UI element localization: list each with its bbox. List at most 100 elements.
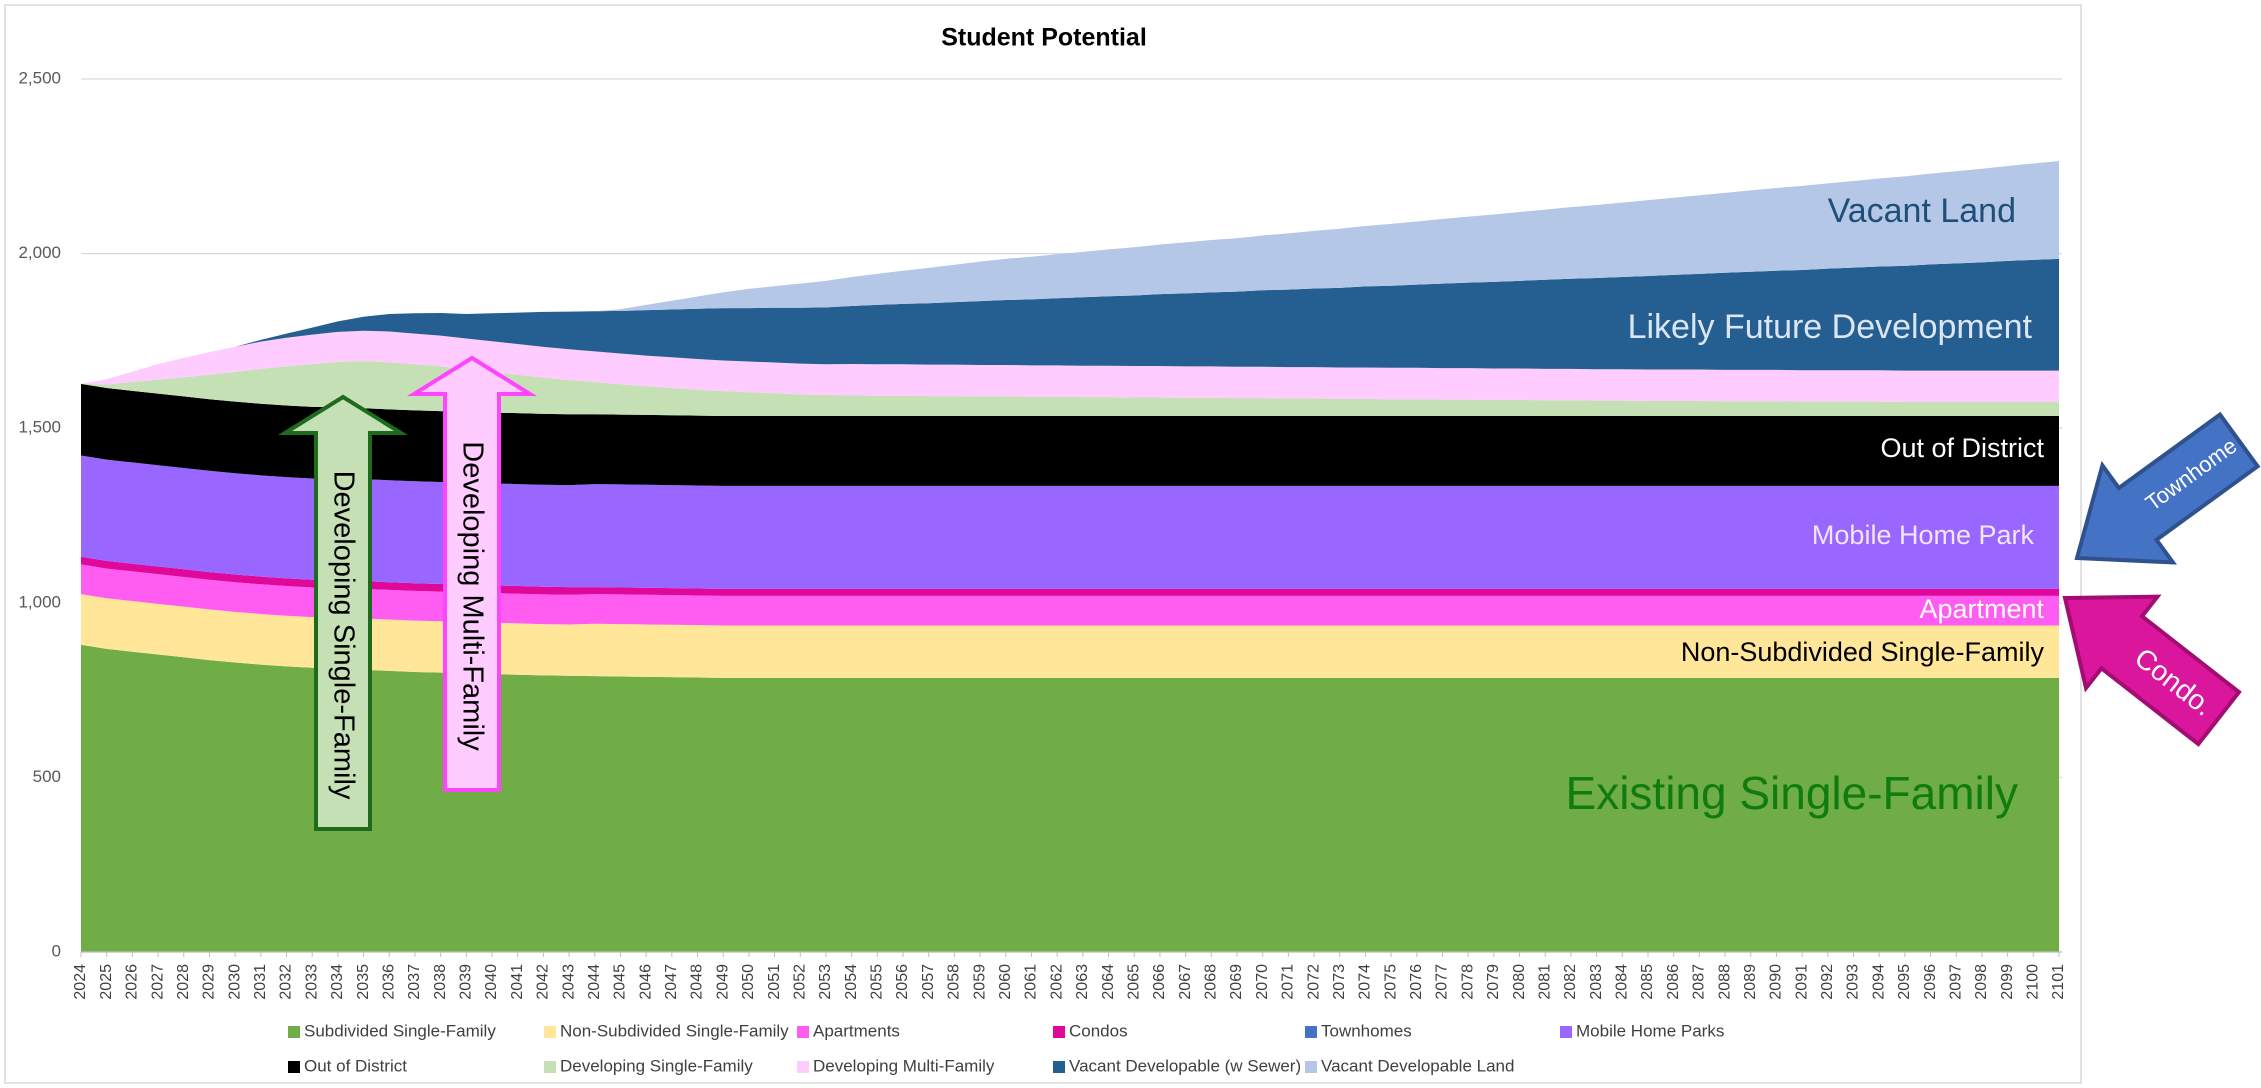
- x-tick-label: 2036: [380, 964, 397, 1000]
- annotation: Existing Single-Family: [1566, 767, 2018, 819]
- area: [81, 455, 2059, 589]
- x-tick-label: 2055: [869, 964, 886, 1000]
- legend-swatch: [1560, 1026, 1572, 1038]
- x-tick-label: 2027: [149, 964, 166, 1000]
- annotation: Likely Future Development: [1628, 308, 2033, 346]
- x-tick-label: 2076: [1408, 964, 1425, 1000]
- legend-swatch: [1305, 1061, 1317, 1073]
- annotation: Vacant Land: [1828, 192, 2016, 230]
- area: [81, 594, 2059, 678]
- legend-label: Condos: [1069, 1021, 1128, 1040]
- legend-label: Developing Multi-Family: [813, 1056, 995, 1075]
- x-tick-label: 2051: [766, 964, 783, 1000]
- x-tick-label: 2052: [791, 964, 808, 1000]
- area: [81, 564, 2059, 626]
- x-tick-label: 2067: [1177, 964, 1194, 1000]
- y-tick-label: 2,500: [18, 68, 61, 87]
- x-tick-label: 2078: [1459, 964, 1476, 1000]
- y-tick-label: 1,500: [18, 418, 61, 437]
- x-tick-label: 2064: [1100, 964, 1117, 1000]
- x-tick-label: 2044: [586, 964, 603, 1000]
- x-tick-label: 2025: [98, 964, 115, 1000]
- x-tick-label: 2061: [1023, 964, 1040, 1000]
- x-tick-label: 2087: [1691, 964, 1708, 1000]
- arrow-shape: [2062, 594, 2242, 747]
- arrow: Developing Single-Family: [277, 394, 409, 831]
- x-tick-label: 2039: [458, 964, 475, 1000]
- x-tick-label: 2062: [1048, 964, 1065, 1000]
- legend-swatch: [1053, 1061, 1065, 1073]
- x-tick-label: 2034: [329, 964, 346, 1000]
- x-tick-label: 2073: [1331, 964, 1348, 1000]
- legend-swatch: [797, 1061, 809, 1073]
- x-tick-label: 2085: [1639, 964, 1656, 1000]
- area: [81, 383, 2059, 486]
- legend-label: Mobile Home Parks: [1576, 1021, 1724, 1040]
- x-tick-label: 2094: [1870, 964, 1887, 1000]
- x-tick-label: 2092: [1819, 964, 1836, 1000]
- area: [81, 161, 2059, 384]
- legend-label: Out of District: [304, 1056, 407, 1075]
- x-tick-label: 2091: [1793, 964, 1810, 1000]
- x-tick-label: 2035: [355, 964, 372, 1000]
- area: [81, 330, 2059, 403]
- legend-label: Townhomes: [1321, 1021, 1412, 1040]
- x-tick-label: 2053: [817, 964, 834, 1000]
- x-tick-label: 2086: [1665, 964, 1682, 1000]
- arrow-label: Developing Multi-Family: [456, 441, 488, 751]
- area: [81, 644, 2059, 952]
- legend-swatch: [1305, 1026, 1317, 1038]
- arrow-shape: [2074, 411, 2261, 565]
- y-tick-label: 500: [33, 767, 61, 786]
- x-tick-label: 2101: [2050, 964, 2067, 1000]
- chart-title: Student Potential: [941, 24, 1147, 52]
- x-tick-label: 2100: [2025, 964, 2042, 1000]
- area: [81, 258, 2059, 384]
- x-tick-label: 2057: [920, 964, 937, 1000]
- arrow-label: Developing Single-Family: [327, 471, 359, 800]
- x-tick-label: 2082: [1562, 964, 1579, 1000]
- x-tick-label: 2046: [637, 964, 654, 1000]
- legend-label: Subdivided Single-Family: [304, 1021, 496, 1040]
- x-tick-label: 2069: [1228, 964, 1245, 1000]
- x-tick-label: 2080: [1511, 964, 1528, 1000]
- x-tick-label: 2068: [1203, 964, 1220, 1000]
- x-tick-label: 2029: [201, 964, 218, 1000]
- x-tick-label: 2045: [612, 964, 629, 1000]
- x-tick-label: 2040: [483, 964, 500, 1000]
- x-tick-label: 2059: [971, 964, 988, 1000]
- x-tick-label: 2056: [894, 964, 911, 1000]
- x-tick-label: 2098: [1973, 964, 1990, 1000]
- x-tick-label: 2088: [1716, 964, 1733, 1000]
- x-tick-label: 2037: [406, 964, 423, 1000]
- area: [81, 556, 2059, 596]
- legend-swatch: [797, 1026, 809, 1038]
- x-tick-label: 2093: [1845, 964, 1862, 1000]
- x-tick-label: 2042: [535, 964, 552, 1000]
- annotation: Non-Subdivided Single-Family: [1681, 637, 2045, 667]
- legend-label: Vacant Developable (w Sewer): [1069, 1056, 1301, 1075]
- x-tick-label: 2079: [1485, 964, 1502, 1000]
- area: [81, 361, 2059, 416]
- x-tick-label: 2065: [1125, 964, 1142, 1000]
- x-tick-label: 2063: [1074, 964, 1091, 1000]
- legend-label: Vacant Developable Land: [1321, 1056, 1514, 1075]
- x-tick-label: 2071: [1280, 964, 1297, 1000]
- x-tick-label: 2083: [1588, 964, 1605, 1000]
- x-tick-label: 2048: [689, 964, 706, 1000]
- x-tick-label: 2033: [303, 964, 320, 1000]
- legend-swatch: [288, 1061, 300, 1073]
- x-tick-label: 2090: [1768, 964, 1785, 1000]
- areas: [81, 161, 2059, 952]
- annotation: Apartment: [1919, 594, 2044, 624]
- x-tick-label: 2077: [1434, 964, 1451, 1000]
- x-tick-label: 2081: [1536, 964, 1553, 1000]
- y-tick-label: 1,000: [18, 592, 61, 611]
- x-tick-label: 2072: [1305, 964, 1322, 1000]
- x-tick-label: 2075: [1382, 964, 1399, 1000]
- x-tick-label: 2028: [175, 964, 192, 1000]
- x-tick-label: 2043: [560, 964, 577, 1000]
- legend-label: Developing Single-Family: [560, 1056, 753, 1075]
- x-tick-label: 2026: [124, 964, 141, 1000]
